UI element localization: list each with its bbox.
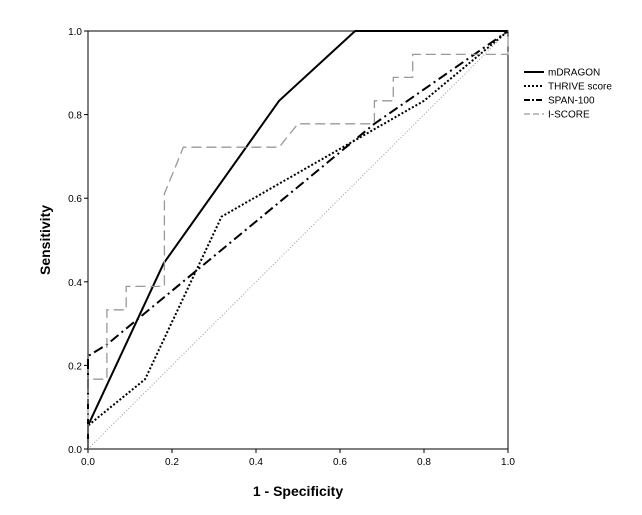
x-tick-label: 0.0 — [81, 457, 95, 468]
series-line-thrive-score — [87, 30, 509, 449]
y-tick-label: 0.2 — [68, 361, 82, 372]
plot-area — [87, 30, 509, 450]
x-tick-label: 1.0 — [501, 457, 515, 468]
x-tick-label: 0.6 — [333, 457, 347, 468]
y-tick-label: 0.8 — [68, 111, 82, 122]
x-axis-title: 1 - Specificity — [253, 483, 343, 499]
x-tick-label: 0.8 — [417, 457, 431, 468]
y-tick-label: 1.0 — [68, 27, 82, 38]
legend-label-i-score: I-SCORE — [548, 110, 590, 121]
legend-label-mdragon: mDRAGON — [548, 68, 600, 79]
tick-layer: 0.0 0.2 0.4 0.6 0.8 1.0 0.0 0.2 0.4 0.6 0.8 1.0 — [68, 27, 515, 468]
x-tick-label: 0.4 — [249, 457, 263, 468]
y-axis-title: Sensitivity — [37, 205, 53, 275]
y-tick-label: 0.6 — [68, 194, 82, 205]
y-tick-label: 0.0 — [68, 445, 82, 456]
legend-label-thrive-score: THRIVE score — [548, 82, 612, 93]
x-tick-label: 0.2 — [165, 457, 179, 468]
legend: mDRAGON THRIVE score SPAN-100 I-SCORE — [524, 68, 612, 121]
legend-label-span-100: SPAN-100 — [548, 96, 595, 107]
series-line-i-score — [87, 31, 509, 449]
y-tick-label: 0.4 — [68, 278, 82, 289]
series-layer — [87, 30, 509, 449]
